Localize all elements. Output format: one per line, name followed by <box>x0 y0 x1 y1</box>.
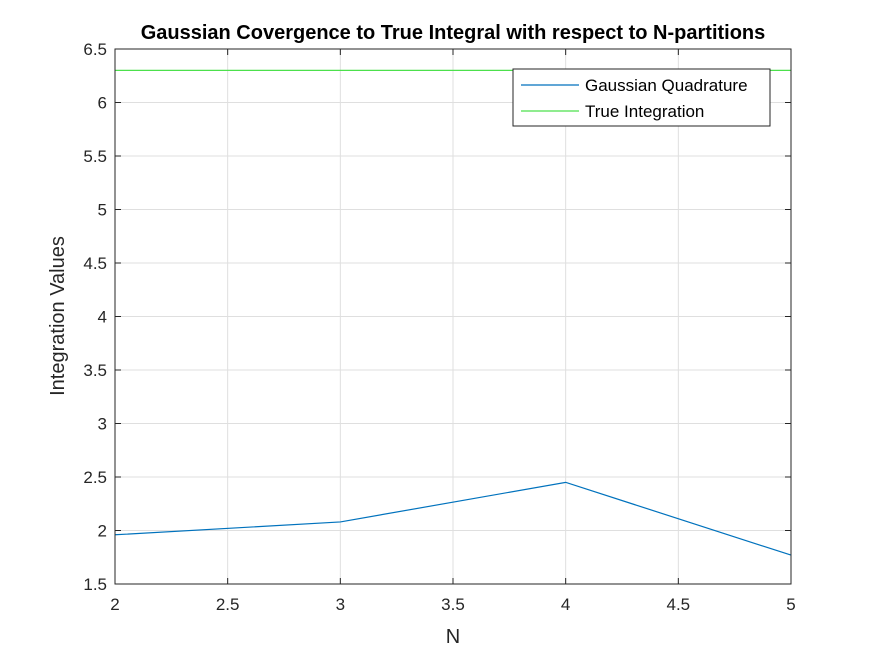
y-axis-label: Integration Values <box>47 236 69 396</box>
y-tick-label: 6 <box>98 94 107 113</box>
legend: Gaussian Quadrature True Integration <box>512 68 771 127</box>
ticks: 2 2.5 3 3.5 4 4.5 51.522.533.544.555.566.5 <box>83 40 795 614</box>
grid <box>114 48 792 585</box>
x-tick-label: 5 <box>786 595 795 614</box>
y-tick-label: 5 <box>98 201 107 220</box>
y-tick-label: 1.5 <box>83 575 107 594</box>
y-tick-label: 3.5 <box>83 361 107 380</box>
legend-box <box>512 68 771 127</box>
x-axis-label: N <box>446 626 460 648</box>
x-tick-label: 4.5 <box>667 595 691 614</box>
legend-label: True Integration <box>585 102 704 121</box>
x-tick-label: 2 <box>110 595 119 614</box>
y-tick-label: 4 <box>98 308 107 327</box>
y-tick-label: 3 <box>98 415 107 434</box>
series-line-1 <box>114 481 792 556</box>
x-tick-label: 3 <box>336 595 345 614</box>
y-tick-label: 2.5 <box>83 468 107 487</box>
x-tick-label: 2.5 <box>216 595 240 614</box>
y-tick-label: 5.5 <box>83 147 107 166</box>
x-tick-label: 3.5 <box>441 595 465 614</box>
x-tick-label: 4 <box>561 595 570 614</box>
y-tick-label: 4.5 <box>83 254 107 273</box>
legend-label: Gaussian Quadrature <box>585 76 748 95</box>
chart-title: Gaussian Covergence to True Integral wit… <box>141 22 766 44</box>
y-tick-label: 2 <box>98 522 107 541</box>
y-tick-label: 6.5 <box>83 40 107 59</box>
